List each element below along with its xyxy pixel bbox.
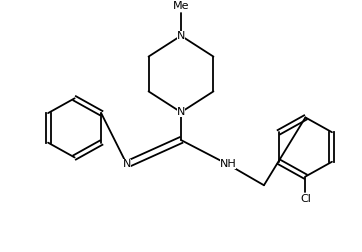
Text: Me: Me bbox=[173, 2, 189, 11]
Text: N: N bbox=[177, 107, 185, 117]
Text: N: N bbox=[123, 159, 131, 169]
Text: NH: NH bbox=[219, 159, 236, 169]
Text: N: N bbox=[177, 31, 185, 41]
Text: Cl: Cl bbox=[300, 194, 311, 204]
